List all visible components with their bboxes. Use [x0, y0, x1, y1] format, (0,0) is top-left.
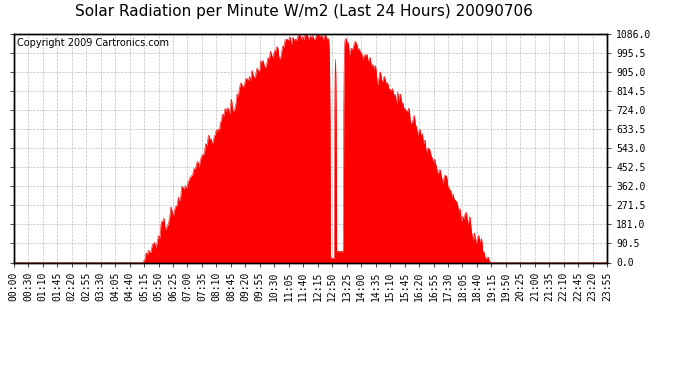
- Text: Copyright 2009 Cartronics.com: Copyright 2009 Cartronics.com: [17, 38, 169, 48]
- Text: Solar Radiation per Minute W/m2 (Last 24 Hours) 20090706: Solar Radiation per Minute W/m2 (Last 24…: [75, 4, 533, 19]
